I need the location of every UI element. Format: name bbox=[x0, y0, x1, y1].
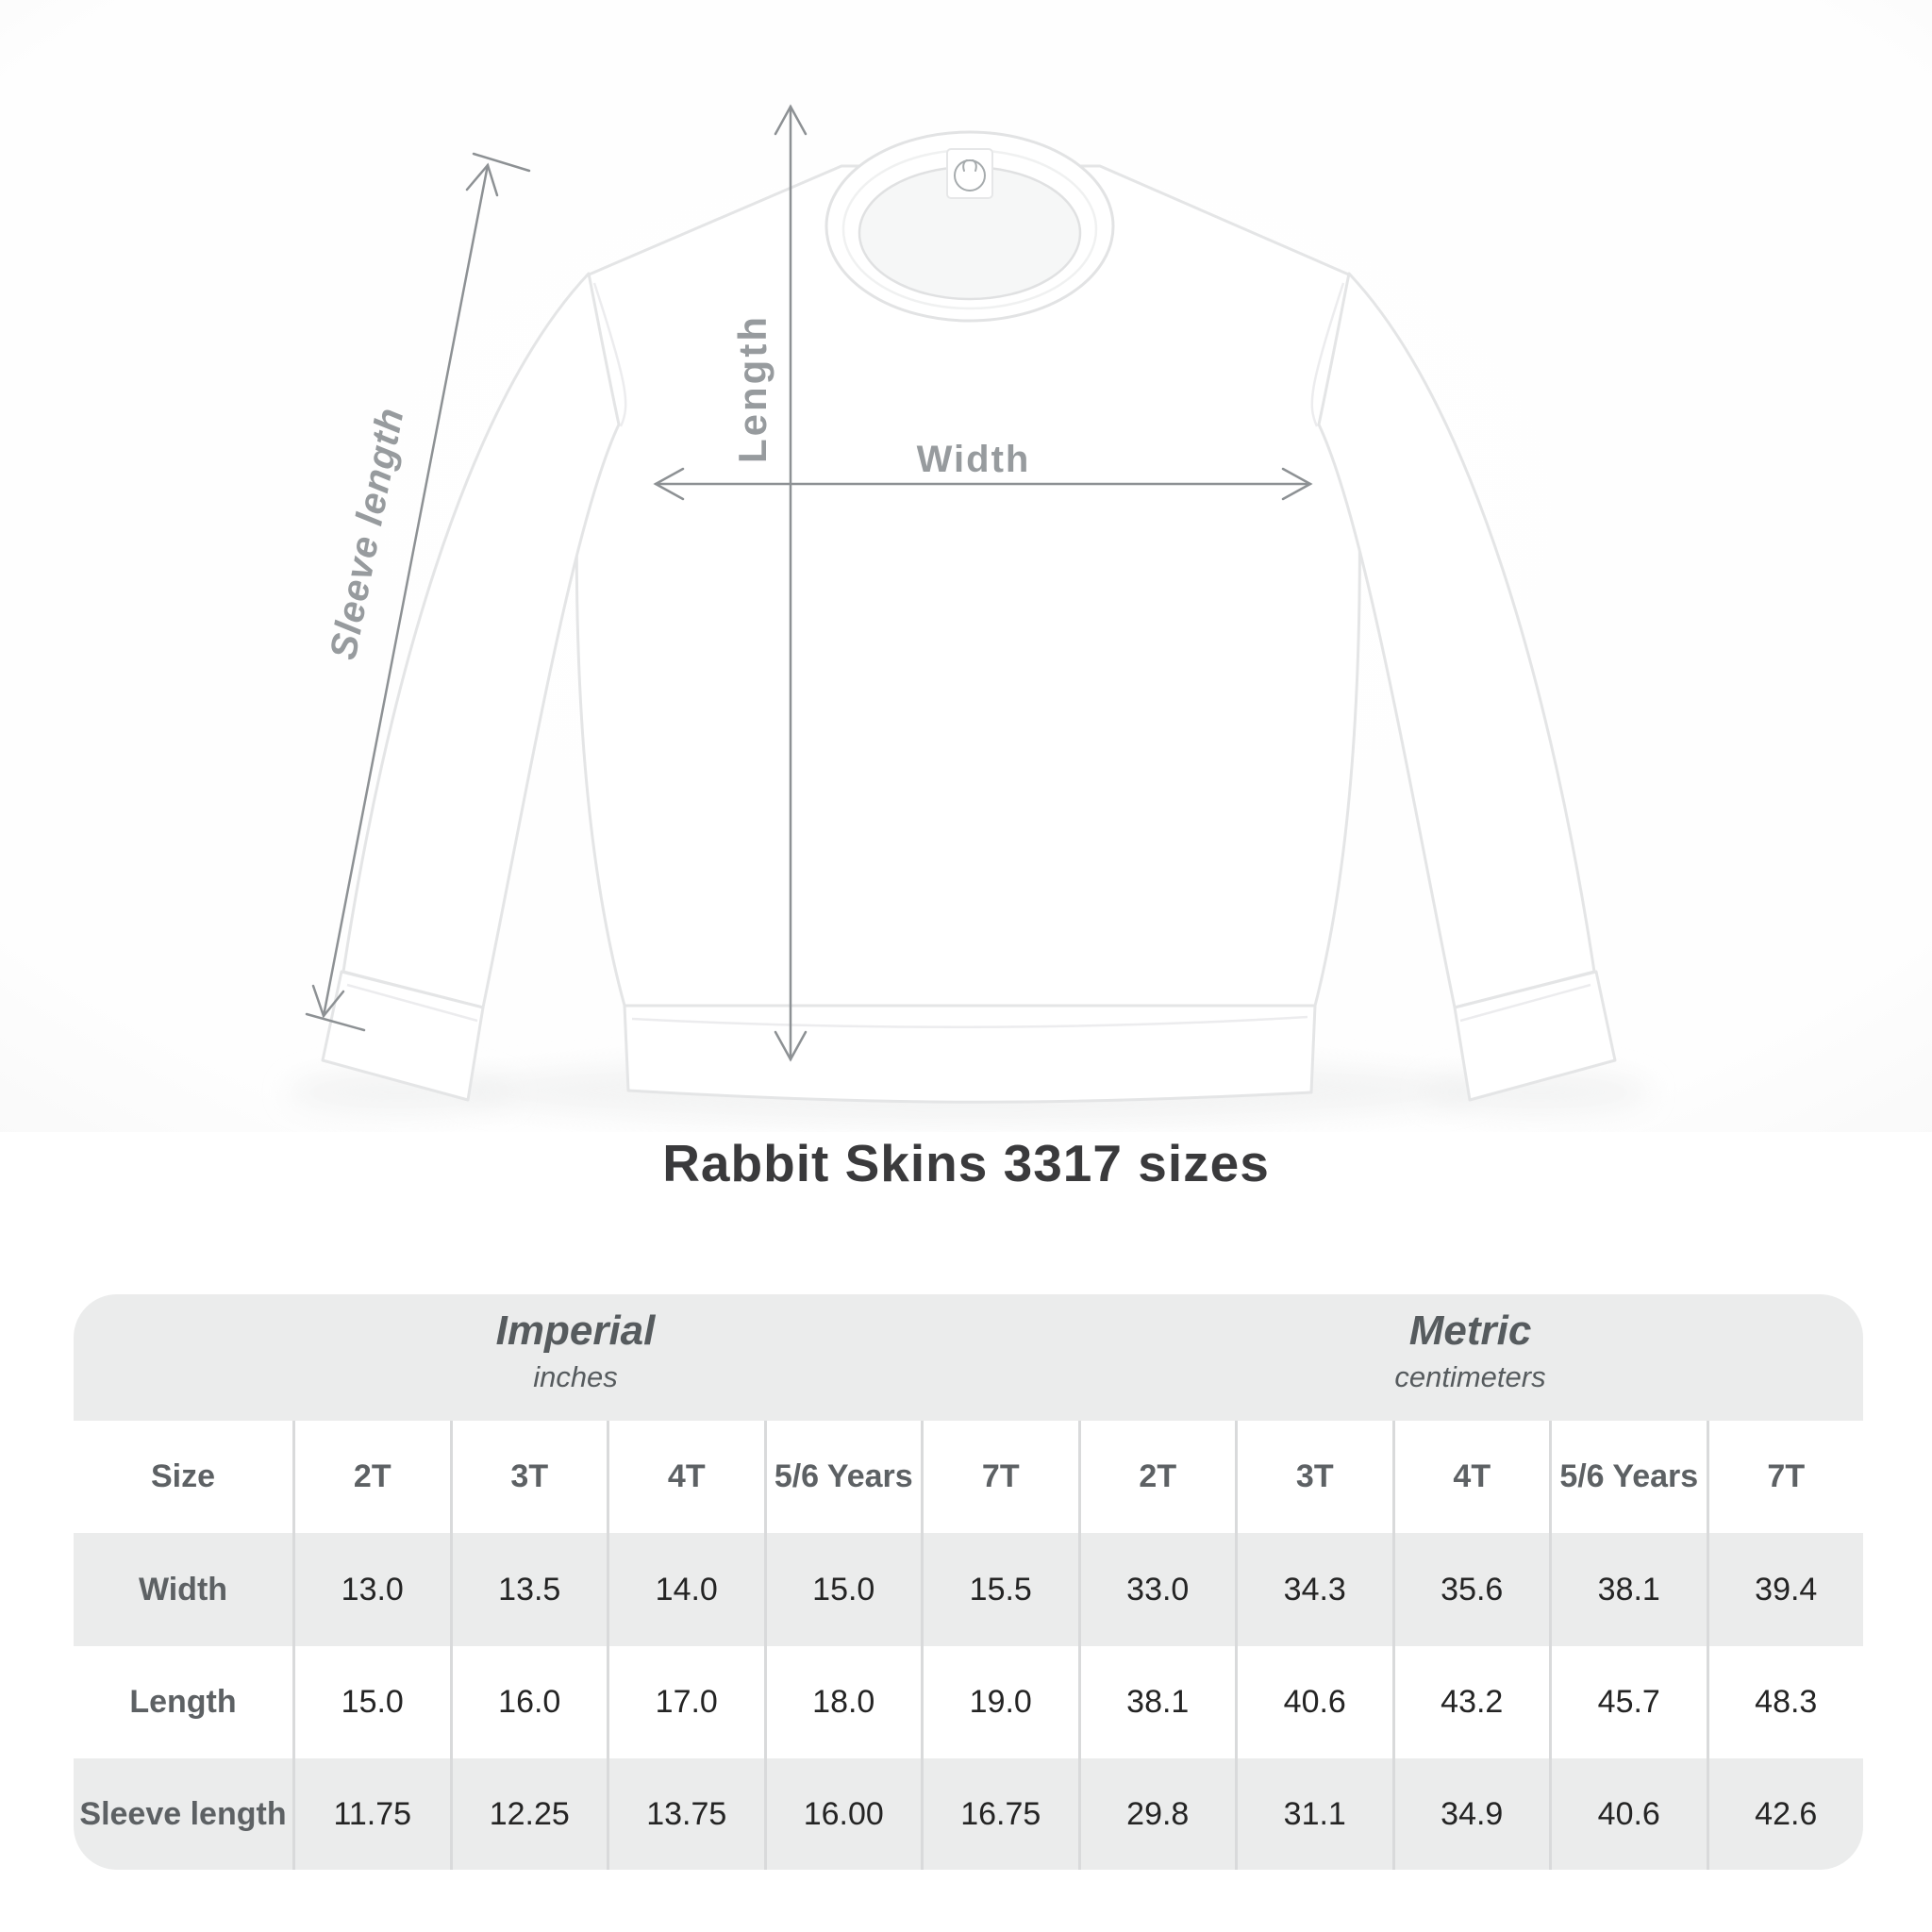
value-cell: 13.0 bbox=[292, 1533, 450, 1646]
value-cell: 42.6 bbox=[1706, 1758, 1863, 1870]
value-cell: 45.7 bbox=[1549, 1646, 1707, 1758]
width-arrow bbox=[653, 467, 1313, 501]
value-cell: 40.6 bbox=[1235, 1646, 1392, 1758]
length-arrow bbox=[774, 104, 808, 1062]
value-cell: 18.0 bbox=[763, 1646, 922, 1758]
value-cell: 40.6 bbox=[1549, 1758, 1707, 1870]
value-cell: 16.75 bbox=[921, 1758, 1078, 1870]
imperial-title: Imperial bbox=[495, 1307, 656, 1354]
value-cell: 13.75 bbox=[607, 1758, 764, 1870]
value-cell: 16.0 bbox=[449, 1646, 608, 1758]
value-cell: 11.75 bbox=[292, 1758, 450, 1870]
imperial-section-header: Imperial inches bbox=[74, 1294, 1077, 1421]
sleeve-length-arrow bbox=[305, 152, 531, 1032]
imperial-subtitle: inches bbox=[533, 1360, 618, 1393]
value-cell: 34.3 bbox=[1235, 1533, 1392, 1646]
value-cell: 31.1 bbox=[1235, 1758, 1392, 1870]
collar bbox=[824, 130, 1115, 323]
value-cell: 39.4 bbox=[1706, 1533, 1863, 1646]
col-header: 3T bbox=[449, 1421, 608, 1533]
right-cuff bbox=[1453, 970, 1617, 1102]
col-header: 2T bbox=[292, 1421, 450, 1533]
value-cell: 12.25 bbox=[449, 1758, 607, 1870]
metric-title: Metric bbox=[1408, 1307, 1532, 1354]
row-label: Width bbox=[74, 1533, 292, 1646]
value-cell: 15.5 bbox=[921, 1533, 1078, 1646]
stitch-lines bbox=[346, 282, 1591, 1029]
metric-section-header: Metric centimeters bbox=[1077, 1294, 1863, 1421]
value-cell: 34.9 bbox=[1391, 1758, 1549, 1870]
col-header: 7T bbox=[921, 1421, 1078, 1533]
value-cell: 48.3 bbox=[1706, 1646, 1864, 1758]
value-cell: 19.0 bbox=[921, 1646, 1078, 1758]
value-cell: 17.0 bbox=[607, 1646, 764, 1758]
value-cell: 16.00 bbox=[763, 1758, 921, 1870]
measurement-arrows bbox=[305, 104, 1313, 1062]
sweatshirt-illustration bbox=[321, 164, 1617, 1104]
col-header: 5/6 Years bbox=[1549, 1421, 1707, 1533]
metric-subtitle: centimeters bbox=[1394, 1360, 1546, 1393]
sweatshirt-left-sleeve bbox=[341, 272, 621, 1009]
value-cell: 29.8 bbox=[1077, 1758, 1235, 1870]
length-label: Length bbox=[730, 314, 774, 463]
col-header: 2T bbox=[1077, 1421, 1236, 1533]
col-header: 4T bbox=[1391, 1421, 1550, 1533]
sweatshirt-right-sleeve bbox=[1317, 272, 1596, 1009]
value-cell: 15.0 bbox=[763, 1533, 921, 1646]
col-header: 4T bbox=[607, 1421, 764, 1533]
value-cell: 38.1 bbox=[1549, 1533, 1707, 1646]
size-header-cell: Size bbox=[150, 1458, 216, 1494]
hem-band bbox=[623, 1004, 1317, 1104]
col-header: 3T bbox=[1235, 1421, 1392, 1533]
width-label: Width bbox=[917, 439, 1031, 480]
rabbit-logo-icon bbox=[954, 159, 986, 192]
value-cell: 15.0 bbox=[292, 1646, 450, 1758]
size-grid: Size 2T 3T 4T 5/6 Years 7T 2T 3T 4T 5/6 … bbox=[74, 1421, 1863, 1870]
left-cuff bbox=[321, 970, 485, 1102]
col-header: 5/6 Years bbox=[763, 1421, 922, 1533]
value-cell: 35.6 bbox=[1391, 1533, 1549, 1646]
value-cell: 14.0 bbox=[607, 1533, 764, 1646]
row-label: Length bbox=[129, 1684, 237, 1720]
value-cell: 13.5 bbox=[449, 1533, 607, 1646]
value-cell: 38.1 bbox=[1077, 1646, 1236, 1758]
col-header: 7T bbox=[1706, 1421, 1864, 1533]
neck-tag bbox=[946, 148, 993, 199]
row-label: Sleeve length bbox=[74, 1758, 292, 1870]
value-cell: 33.0 bbox=[1077, 1533, 1235, 1646]
size-table: Imperial inches Metric centimeters Size … bbox=[74, 1294, 1863, 1870]
page-title: Rabbit Skins 3317 sizes bbox=[662, 1134, 1270, 1192]
garment-diagram: Length Width Sleeve length bbox=[0, 0, 1932, 1132]
rabbit-ears-icon bbox=[962, 159, 977, 172]
value-cell: 43.2 bbox=[1391, 1646, 1550, 1758]
unit-header-band: Imperial inches Metric centimeters bbox=[74, 1294, 1863, 1421]
